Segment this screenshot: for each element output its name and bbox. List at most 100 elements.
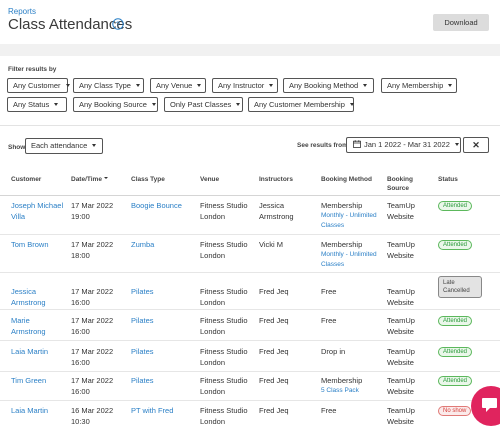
- filter-booking-method[interactable]: Any Booking Method: [283, 78, 374, 93]
- filter-class-type[interactable]: Any Class Type: [73, 78, 144, 93]
- venue-cell: Fitness Studio London: [200, 316, 248, 336]
- customer-link[interactable]: Laia Martin: [11, 347, 49, 356]
- status-badge: Attended: [438, 376, 473, 386]
- datetime-cell: 17 Mar 2022 16:00: [71, 316, 114, 336]
- status-badge: Late Cancelled: [438, 276, 482, 298]
- help-icon[interactable]: ?: [112, 18, 124, 30]
- section-divider: [0, 125, 500, 126]
- status-badge: Attended: [438, 347, 473, 357]
- datetime-cell: 17 Mar 2022 16:00: [71, 347, 114, 367]
- caret-down-icon: [349, 102, 354, 106]
- customer-link[interactable]: Jessica Armstrong: [11, 287, 46, 307]
- sort-down-icon: [103, 177, 108, 180]
- customer-link[interactable]: Marie Armstrong: [11, 316, 46, 336]
- instructor-cell: Fred Jeq: [259, 287, 289, 296]
- col-header-instructors[interactable]: Instructors: [259, 176, 293, 183]
- booking-method-cell: Free: [321, 316, 337, 325]
- table-row: Marie Armstrong 17 Mar 2022 16:00 Pilates …: [0, 310, 500, 341]
- booking-method-cell: Drop in: [321, 347, 346, 356]
- customer-link[interactable]: Laia Martin: [11, 406, 49, 415]
- filter-instructor[interactable]: Any Instructor: [212, 78, 278, 93]
- instructor-cell: Jessica Armstrong: [259, 201, 294, 221]
- booking-method-cell: Membership 5 Class Pack: [321, 376, 363, 394]
- membership-link[interactable]: 5 Class Pack: [321, 387, 359, 394]
- table-row: Laia Martin 17 Mar 2022 16:00 Pilates Fit…: [0, 341, 500, 372]
- filter-membership[interactable]: Any Membership: [381, 78, 457, 93]
- class-type-link[interactable]: Boogie Bounce: [131, 201, 182, 210]
- caret-down-icon: [448, 83, 453, 87]
- caret-down-icon: [197, 83, 202, 87]
- booking-method-cell: Membership Monthly - Unlimited Classes: [321, 240, 377, 268]
- table-row: Joseph Michael Villa 17 Mar 2022 19:00 Boo…: [0, 196, 500, 235]
- venue-cell: Fitness Studio London: [200, 201, 248, 221]
- see-results-label: See results from: [297, 142, 348, 149]
- class-type-link[interactable]: Pilates: [131, 316, 154, 325]
- class-type-link[interactable]: Pilates: [131, 287, 154, 296]
- caret-down-icon: [363, 83, 368, 87]
- booking-source-cell: TeamUp Website: [387, 240, 415, 260]
- status-badge: Attended: [438, 201, 473, 211]
- booking-source-cell: TeamUp Website: [387, 376, 415, 396]
- caret-down-icon: [236, 102, 241, 106]
- filter-customer[interactable]: Any Customer: [7, 78, 70, 93]
- date-range-picker[interactable]: Jan 1 2022 - Mar 31 2022: [346, 137, 461, 153]
- col-header-datetime[interactable]: Date/Time: [71, 175, 108, 184]
- customer-link[interactable]: Tim Green: [11, 376, 47, 385]
- caret-down-icon: [65, 83, 70, 87]
- booking-source-cell: TeamUp Website: [387, 316, 415, 336]
- chat-launcher-button[interactable]: [471, 386, 500, 426]
- download-button[interactable]: Download: [433, 14, 489, 31]
- filter-booking-source[interactable]: Any Booking Source: [73, 97, 158, 112]
- filter-customer-membership[interactable]: Any Customer Membership: [248, 97, 354, 112]
- clear-date-button[interactable]: ✕: [463, 137, 489, 153]
- instructor-cell: Vicki M: [259, 240, 284, 249]
- datetime-cell: 16 Mar 2022 10:30: [71, 406, 114, 426]
- page-title: Class Attendances: [8, 16, 133, 33]
- customer-link[interactable]: Joseph Michael Villa: [11, 201, 64, 221]
- venue-cell: Fitness Studio London: [200, 376, 248, 396]
- col-header-booking-source[interactable]: Booking Source: [387, 176, 413, 192]
- caret-down-icon: [269, 83, 274, 87]
- class-type-link[interactable]: Pilates: [131, 376, 154, 385]
- class-type-link[interactable]: Zumba: [131, 240, 155, 249]
- venue-cell: Fitness Studio London: [200, 287, 248, 307]
- filter-status[interactable]: Any Status: [7, 97, 67, 112]
- membership-link[interactable]: Monthly - Unlimited Classes: [321, 251, 377, 268]
- membership-link[interactable]: Monthly - Unlimited Classes: [321, 212, 377, 229]
- instructor-cell: Fred Jeq: [259, 316, 289, 325]
- booking-source-cell: TeamUp Website: [387, 406, 415, 426]
- col-header-venue[interactable]: Venue: [200, 176, 220, 183]
- col-header-booking-method[interactable]: Booking Method: [321, 176, 372, 183]
- breadcrumb-reports[interactable]: Reports: [8, 7, 37, 16]
- table-row: Laia Martin 16 Mar 2022 10:30 PT with Fre…: [0, 401, 500, 426]
- datetime-cell: 17 Mar 2022 16:00: [71, 287, 114, 307]
- col-header-status[interactable]: Status: [438, 176, 458, 183]
- instructor-cell: Fred Jeq: [259, 406, 289, 415]
- caret-down-icon: [135, 83, 140, 87]
- class-type-link[interactable]: PT with Fred: [131, 406, 174, 415]
- venue-cell: Fitness Studio London: [200, 240, 248, 260]
- caret-down-icon: [151, 102, 156, 106]
- booking-source-cell: TeamUp Website: [387, 347, 415, 367]
- svg-text:?: ?: [116, 20, 120, 29]
- filter-past-classes[interactable]: Only Past Classes: [164, 97, 243, 112]
- filter-venue[interactable]: Any Venue: [150, 78, 206, 93]
- venue-cell: Fitness Studio London: [200, 347, 248, 367]
- status-badge: Attended: [438, 240, 473, 250]
- col-header-customer[interactable]: Customer: [11, 176, 42, 183]
- customer-link[interactable]: Tom Brown: [11, 240, 49, 249]
- class-type-link[interactable]: Pilates: [131, 347, 154, 356]
- header-divider: [0, 195, 500, 196]
- caret-down-icon: [54, 102, 59, 106]
- booking-source-cell: TeamUp Website: [387, 287, 415, 307]
- show-dropdown[interactable]: Each attendance: [25, 138, 103, 154]
- datetime-cell: 17 Mar 2022 19:00: [71, 201, 114, 221]
- booking-source-cell: TeamUp Website: [387, 201, 415, 221]
- booking-method-cell: Free: [321, 406, 337, 415]
- booking-method-cell: Membership Monthly - Unlimited Classes: [321, 201, 377, 229]
- calendar-icon: [353, 140, 361, 148]
- status-badge: No show: [438, 406, 472, 416]
- col-header-class-type[interactable]: Class Type: [131, 176, 165, 183]
- booking-method-cell: Free: [321, 287, 337, 296]
- status-badge: Attended: [438, 316, 473, 326]
